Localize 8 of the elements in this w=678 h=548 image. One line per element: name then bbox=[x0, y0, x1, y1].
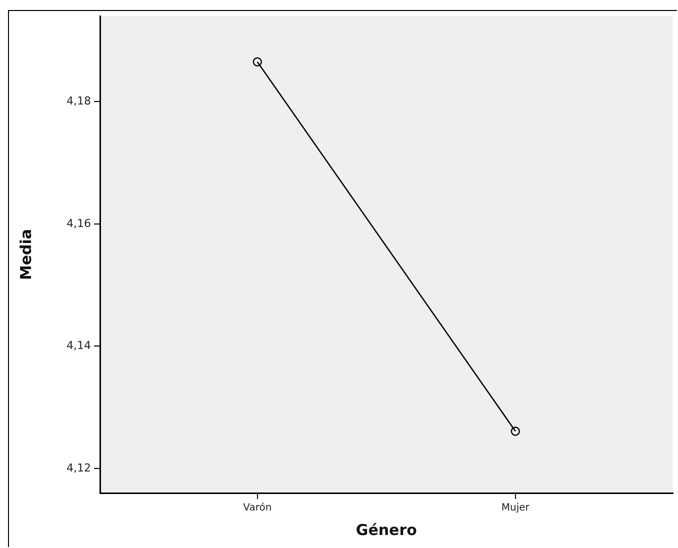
x-tick-label: Varón bbox=[243, 502, 272, 514]
x-tick-label: Mujer bbox=[501, 502, 530, 514]
x-axis-title: Género bbox=[356, 520, 417, 539]
y-tick-label: 4,14 bbox=[66, 339, 91, 352]
y-tick-label: 4,12 bbox=[66, 461, 91, 474]
y-tick-label: 4,16 bbox=[66, 216, 91, 230]
y-axis-title: Media bbox=[16, 228, 35, 280]
y-tick-label: 4,18 bbox=[66, 94, 91, 108]
